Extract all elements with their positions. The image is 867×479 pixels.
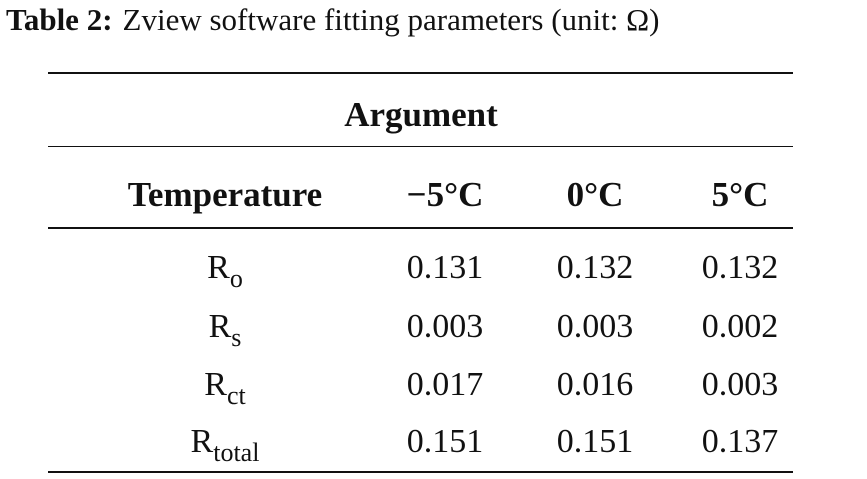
row-label: Ro (207, 249, 243, 292)
row-label: Rct (204, 366, 245, 409)
cell-value: 0.137 (701, 423, 779, 460)
cell-value: 0.151 (406, 423, 484, 460)
cell-value: 0.016 (556, 366, 634, 403)
subscript: o (229, 264, 243, 294)
cell-value: 0.003 (701, 366, 779, 403)
cell-value: 0.132 (556, 249, 634, 286)
symbol: R (208, 308, 232, 345)
subscript: s (231, 323, 242, 353)
bottom-rule (48, 471, 793, 473)
column-header: 5°C (711, 175, 769, 214)
symbol: R (190, 423, 214, 460)
cell-value: 0.017 (406, 366, 484, 403)
caption-text: Zview software fitting parameters (unit:… (122, 2, 660, 37)
caption: Table 2: Zview software fitting parameter… (6, 2, 659, 38)
top-rule (48, 72, 793, 74)
subscript: ct (226, 381, 246, 411)
symbol: R (204, 366, 227, 403)
mid-rule (48, 146, 793, 147)
column-header: 0°C (566, 175, 624, 214)
header-rule (48, 227, 793, 229)
column-header: −5°C (406, 175, 484, 214)
cell-value: 0.151 (556, 423, 634, 460)
caption-label: Table 2: (6, 2, 113, 37)
cell-value: 0.131 (406, 249, 484, 286)
symbol: R (207, 249, 230, 286)
row-label: Rtotal (190, 423, 260, 466)
column-header: Temperature (127, 175, 323, 214)
group-header: Argument (344, 95, 498, 134)
cell-value: 0.132 (701, 249, 779, 286)
subscript: total (213, 438, 260, 468)
cell-value: 0.003 (406, 308, 484, 345)
cell-value: 0.003 (556, 308, 634, 345)
row-label: Rs (208, 308, 242, 351)
cell-value: 0.002 (701, 308, 779, 345)
